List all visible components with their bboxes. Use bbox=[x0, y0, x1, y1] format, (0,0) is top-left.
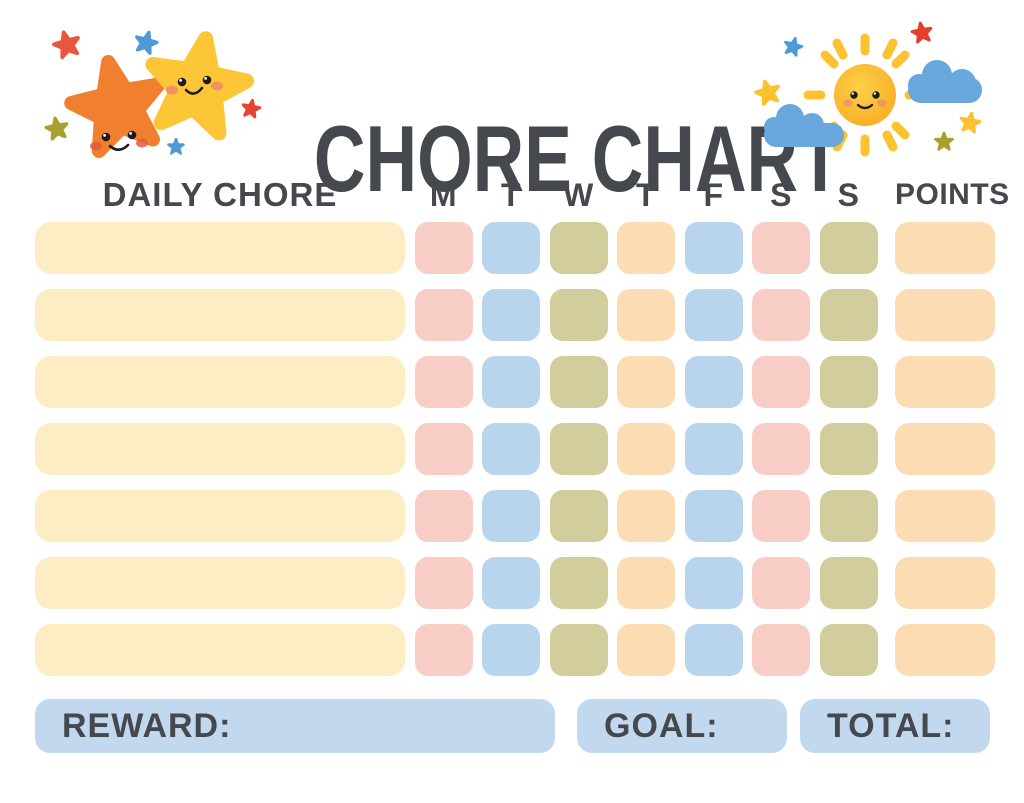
accent-star-icon bbox=[45, 116, 69, 139]
orange-star-icon bbox=[65, 53, 170, 155]
day-header-4: T bbox=[635, 176, 657, 213]
day-cell-r3-c6[interactable] bbox=[752, 356, 810, 408]
accent-star-icon bbox=[783, 36, 804, 56]
accent-star-icon bbox=[168, 139, 183, 153]
day-cell-r5-c7[interactable] bbox=[819, 490, 878, 542]
day-cell-r6-c2[interactable] bbox=[482, 557, 540, 609]
smiling-stars-icon bbox=[30, 18, 275, 168]
sun-clouds-icon bbox=[752, 15, 1007, 157]
points-cell-6[interactable] bbox=[895, 557, 995, 609]
accent-star-icon bbox=[134, 30, 159, 55]
day-cell-r3-c5[interactable] bbox=[684, 356, 743, 408]
reward-label: REWARD: bbox=[62, 706, 232, 745]
chore-grid bbox=[35, 222, 995, 676]
total-label: TOTAL: bbox=[827, 706, 955, 745]
day-cell-r7-c6[interactable] bbox=[752, 624, 810, 676]
day-cell-r3-c7[interactable] bbox=[819, 356, 878, 408]
day-cell-r7-c7[interactable] bbox=[819, 624, 878, 676]
day-cell-r4-c7[interactable] bbox=[819, 423, 878, 475]
chore-name-cell-4[interactable] bbox=[35, 423, 405, 475]
day-cell-r6-c7[interactable] bbox=[819, 557, 878, 609]
points-cell-7[interactable] bbox=[895, 624, 995, 676]
day-cell-r1-c7[interactable] bbox=[819, 222, 878, 274]
chore-name-cell-3[interactable] bbox=[35, 356, 405, 408]
day-cell-r1-c2[interactable] bbox=[482, 222, 540, 274]
points-cell-4[interactable] bbox=[895, 423, 995, 475]
yellow-star-icon bbox=[143, 31, 252, 137]
day-header-3: W bbox=[563, 176, 594, 213]
day-cell-r6-c5[interactable] bbox=[684, 557, 743, 609]
day-cell-r1-c3[interactable] bbox=[549, 222, 608, 274]
day-cell-r7-c2[interactable] bbox=[482, 624, 540, 676]
points-cell-3[interactable] bbox=[895, 356, 995, 408]
chore-name-cell-1[interactable] bbox=[35, 222, 405, 274]
day-cell-r7-c3[interactable] bbox=[549, 624, 608, 676]
day-cell-r6-c6[interactable] bbox=[752, 557, 810, 609]
day-cell-r2-c3[interactable] bbox=[549, 289, 608, 341]
day-cell-r7-c5[interactable] bbox=[684, 624, 743, 676]
day-cell-r2-c6[interactable] bbox=[752, 289, 810, 341]
day-cell-r2-c7[interactable] bbox=[819, 289, 878, 341]
day-cell-r1-c1[interactable] bbox=[414, 222, 473, 274]
day-cell-r4-c5[interactable] bbox=[684, 423, 743, 475]
day-cell-r2-c4[interactable] bbox=[617, 289, 675, 341]
day-header-5: F bbox=[703, 176, 724, 213]
day-cell-r1-c6[interactable] bbox=[752, 222, 810, 274]
accent-star-icon bbox=[754, 78, 782, 105]
day-cell-r2-c2[interactable] bbox=[482, 289, 540, 341]
table-header: DAILY CHORE M T W T F S S POINTS bbox=[35, 176, 1010, 214]
day-cell-r3-c1[interactable] bbox=[414, 356, 473, 408]
day-cell-r5-c4[interactable] bbox=[617, 490, 675, 542]
chore-name-cell-5[interactable] bbox=[35, 490, 405, 542]
day-cell-r7-c1[interactable] bbox=[414, 624, 473, 676]
day-cell-r4-c6[interactable] bbox=[752, 423, 810, 475]
day-cell-r6-c4[interactable] bbox=[617, 557, 675, 609]
accent-star-icon bbox=[911, 22, 933, 43]
goal-label: GOAL: bbox=[604, 706, 719, 745]
reward-box[interactable]: REWARD: bbox=[35, 699, 555, 753]
day-cell-r1-c4[interactable] bbox=[617, 222, 675, 274]
day-cell-r4-c3[interactable] bbox=[549, 423, 608, 475]
accent-star-icon bbox=[241, 99, 261, 118]
accent-star-icon bbox=[935, 133, 952, 149]
points-header: POINTS bbox=[895, 178, 1010, 211]
total-box[interactable]: TOTAL: bbox=[800, 699, 990, 753]
accent-star-icon bbox=[959, 112, 981, 133]
day-cell-r4-c1[interactable] bbox=[414, 423, 473, 475]
goal-box[interactable]: GOAL: bbox=[577, 699, 787, 753]
day-cell-r2-c5[interactable] bbox=[684, 289, 743, 341]
day-header-1: M bbox=[429, 176, 458, 213]
points-cell-5[interactable] bbox=[895, 490, 995, 542]
day-cell-r1-c5[interactable] bbox=[684, 222, 743, 274]
day-cell-r3-c2[interactable] bbox=[482, 356, 540, 408]
day-cell-r5-c1[interactable] bbox=[414, 490, 473, 542]
points-cell-2[interactable] bbox=[895, 289, 995, 341]
day-cell-r6-c1[interactable] bbox=[414, 557, 473, 609]
day-header-2: T bbox=[500, 176, 522, 213]
day-cell-r5-c2[interactable] bbox=[482, 490, 540, 542]
day-cell-r5-c5[interactable] bbox=[684, 490, 743, 542]
chore-name-cell-6[interactable] bbox=[35, 557, 405, 609]
cloud-icon bbox=[908, 60, 982, 103]
day-cell-r4-c4[interactable] bbox=[617, 423, 675, 475]
day-cell-r2-c1[interactable] bbox=[414, 289, 473, 341]
day-header-6: S bbox=[770, 176, 792, 213]
daily-chore-header: DAILY CHORE bbox=[102, 176, 338, 213]
day-cell-r7-c4[interactable] bbox=[617, 624, 675, 676]
day-header-7: S bbox=[837, 176, 860, 213]
cloud-icon bbox=[764, 104, 844, 147]
chore-name-cell-2[interactable] bbox=[35, 289, 405, 341]
chore-name-cell-7[interactable] bbox=[35, 624, 405, 676]
day-cell-r3-c3[interactable] bbox=[549, 356, 608, 408]
points-cell-1[interactable] bbox=[895, 222, 995, 274]
accent-star-icon bbox=[52, 29, 82, 58]
day-cell-r6-c3[interactable] bbox=[549, 557, 608, 609]
day-cell-r5-c6[interactable] bbox=[752, 490, 810, 542]
day-cell-r3-c4[interactable] bbox=[617, 356, 675, 408]
day-cell-r4-c2[interactable] bbox=[482, 423, 540, 475]
day-cell-r5-c3[interactable] bbox=[549, 490, 608, 542]
